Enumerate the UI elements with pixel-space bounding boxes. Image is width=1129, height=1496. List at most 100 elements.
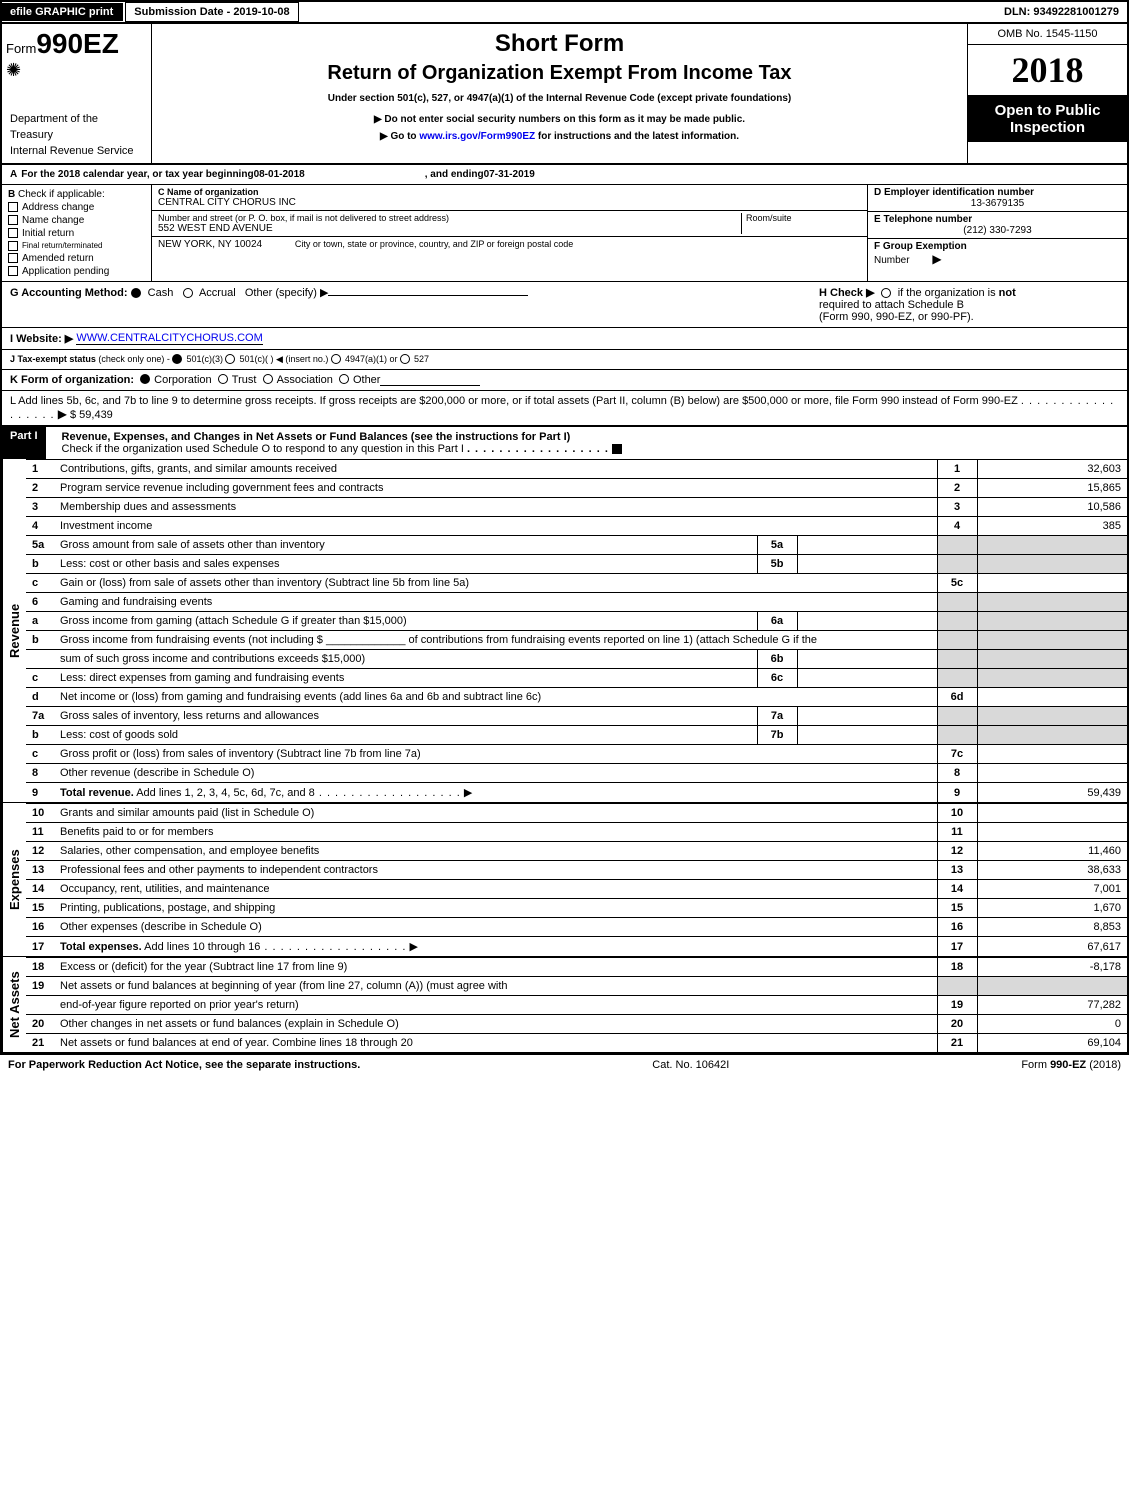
B-item-0: Address change [22, 202, 94, 213]
checkbox-final-return[interactable] [8, 241, 18, 251]
line-amount: 1,670 [977, 899, 1127, 918]
line-amount [977, 593, 1127, 612]
line-amount: 10,586 [977, 498, 1127, 517]
expenses-table: 10Grants and similar amounts paid (list … [26, 803, 1127, 956]
radio-501c[interactable] [225, 354, 235, 364]
table-row: cLess: direct expenses from gaming and f… [26, 669, 1127, 688]
line-description: Gross amount from sale of assets other t… [54, 536, 757, 555]
line-description: Gaming and fundraising events [54, 593, 937, 612]
radio-cash[interactable] [131, 288, 141, 298]
L-amount: $ 59,439 [70, 409, 113, 421]
radio-4947[interactable] [331, 354, 341, 364]
line-amount-grey [977, 650, 1127, 669]
table-row: 8Other revenue (describe in Schedule O)8 [26, 764, 1127, 783]
line-description: Gain or (loss) from sale of assets other… [54, 574, 937, 593]
table-row: end-of-year figure reported on prior yea… [26, 996, 1127, 1015]
org-city: NEW YORK, NY 10024 [158, 239, 262, 250]
line-box: 20 [937, 1015, 977, 1034]
dln-number: DLN: 93492281001279 [996, 3, 1127, 21]
table-row: aGross income from gaming (attach Schedu… [26, 612, 1127, 631]
efile-print-button[interactable]: efile GRAPHIC print [2, 3, 123, 21]
radio-corporation[interactable] [140, 374, 150, 384]
table-row: 6Gaming and fundraising events [26, 593, 1127, 612]
checkbox-initial-return[interactable] [8, 228, 18, 238]
G-accounting: G Accounting Method: Cash Accrual Other … [10, 286, 528, 323]
phone-value: (212) 330-7293 [874, 225, 1121, 236]
sub-line-box: 5a [757, 536, 797, 555]
checkbox-schedule-O[interactable] [612, 444, 622, 454]
revenue-side-label: Revenue [2, 459, 26, 802]
line-box: 19 [937, 996, 977, 1015]
line-number: 6 [26, 593, 54, 612]
line-description: Professional fees and other payments to … [54, 861, 937, 880]
sub-line-box: 6a [757, 612, 797, 631]
B-item-1: Name change [22, 215, 84, 226]
line-description: Occupancy, rent, utilities, and maintena… [54, 880, 937, 899]
line-number: c [26, 669, 54, 688]
line-number: 18 [26, 958, 54, 977]
sub-line-value [797, 669, 937, 688]
line-number: 7a [26, 707, 54, 726]
line-number [26, 650, 54, 669]
org-info-block: B Check if applicable: Address change Na… [0, 185, 1129, 282]
line-amount [977, 745, 1127, 764]
line-box: 2 [937, 479, 977, 498]
H-check: H Check ▶ if the organization is not req… [819, 286, 1119, 323]
open-line-2: Inspection [974, 119, 1121, 136]
K-other-input[interactable] [380, 374, 480, 386]
I-label: I Website: ▶ [10, 332, 73, 345]
line-box-grey [937, 536, 977, 555]
line-box [937, 631, 977, 650]
treasury-seal-icon: ✺ [6, 60, 147, 81]
sub-line-value [797, 726, 937, 745]
table-row: 14Occupancy, rent, utilities, and mainte… [26, 880, 1127, 899]
D-label: D Employer identification number [874, 187, 1034, 198]
table-row: 18Excess or (deficit) for the year (Subt… [26, 958, 1127, 977]
G-cash: Cash [148, 287, 174, 299]
radio-527[interactable] [400, 354, 410, 364]
sub-line-value [797, 650, 937, 669]
org-name: CENTRAL CITY CHORUS INC [158, 197, 861, 208]
line-box: 6d [937, 688, 977, 707]
line-K-form-org: K Form of organization: Corporation Trus… [0, 370, 1129, 391]
radio-501c3[interactable] [172, 354, 182, 364]
line-description: Benefits paid to or for members [54, 823, 937, 842]
line-number: 11 [26, 823, 54, 842]
website-link[interactable]: WWW.CENTRALCITYCHORUS.COM [76, 332, 262, 344]
line-number: 5a [26, 536, 54, 555]
footer-form-no: 990-EZ [1050, 1059, 1086, 1071]
line-box: 14 [937, 880, 977, 899]
line-number: c [26, 745, 54, 764]
line-description: Gross income from gaming (attach Schedul… [54, 612, 757, 631]
line-box: 10 [937, 804, 977, 823]
note-ssn: ▶ Do not enter social security numbers o… [164, 114, 955, 125]
checkbox-H[interactable] [881, 288, 891, 298]
footer-right: Form 990-EZ (2018) [1021, 1059, 1121, 1071]
line-number: 12 [26, 842, 54, 861]
checkbox-address-change[interactable] [8, 202, 18, 212]
checkbox-amended-return[interactable] [8, 253, 18, 263]
radio-other-org[interactable] [339, 374, 349, 384]
line-description: Excess or (deficit) for the year (Subtra… [54, 958, 937, 977]
line-description: Other revenue (describe in Schedule O) [54, 764, 937, 783]
G-other-input[interactable] [328, 295, 528, 296]
line-box: 18 [937, 958, 977, 977]
K-opt-1: Trust [232, 374, 257, 386]
checkbox-name-change[interactable] [8, 215, 18, 225]
line-box: 7c [937, 745, 977, 764]
radio-association[interactable] [263, 374, 273, 384]
irs-link[interactable]: www.irs.gov/Form990EZ [419, 131, 535, 142]
line-box: 17 [937, 937, 977, 957]
net-assets-section: Net Assets 18Excess or (deficit) for the… [0, 957, 1129, 1054]
G-other: Other (specify) ▶ [245, 287, 329, 299]
table-row: 9Total revenue. Add lines 1, 2, 3, 4, 5c… [26, 783, 1127, 803]
line-amount [977, 688, 1127, 707]
line-amount [977, 764, 1127, 783]
radio-accrual[interactable] [183, 288, 193, 298]
submission-date: Submission Date - 2019-10-08 [125, 2, 298, 22]
checkbox-application-pending[interactable] [8, 266, 18, 276]
radio-trust[interactable] [218, 374, 228, 384]
table-row: 17Total expenses. Add lines 10 through 1… [26, 937, 1127, 957]
line-number: 16 [26, 918, 54, 937]
line-amount: 8,853 [977, 918, 1127, 937]
